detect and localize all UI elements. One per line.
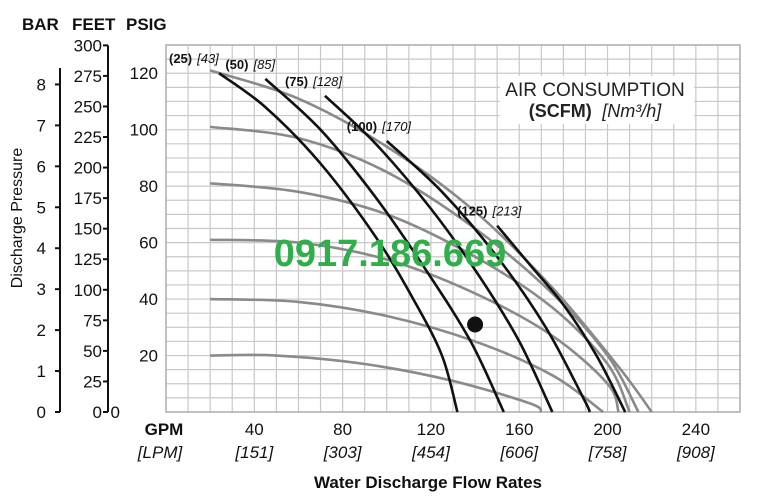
phone-watermark: 0917.186.669 bbox=[274, 233, 506, 275]
air-consumption-unit-nm3h: [Nm³/h] bbox=[601, 101, 662, 121]
pressure-curve bbox=[209, 69, 653, 413]
air-curve bbox=[218, 72, 459, 413]
bar-scale: 0 1 2 3 4 5 6 7 8 bbox=[37, 68, 61, 422]
feet-tick-label: 150 bbox=[74, 220, 102, 239]
air-consumption-title: AIR CONSUMPTION bbox=[505, 80, 684, 101]
psig-tick-label: 20 bbox=[139, 347, 158, 366]
feet-tick-label: 300 bbox=[74, 36, 102, 55]
x-tick-lpm: [758] bbox=[588, 443, 628, 462]
plot-border bbox=[165, 44, 741, 413]
psig-tick-label: 80 bbox=[139, 177, 158, 196]
psig-scale: 20 40 60 80 100 120 bbox=[130, 64, 158, 365]
air-curve-label: (50) [85] bbox=[225, 57, 275, 72]
feet-tick-label: 25 bbox=[83, 372, 102, 391]
air-curve-label-scfm: (50) bbox=[225, 57, 248, 72]
feet-scale: 0 25 50 75 100 125 150 175 200 225 250 275 300 bbox=[74, 36, 109, 422]
feet-axis-header: FEET bbox=[72, 15, 116, 34]
x-axis-ticks: 40 [151] 80 [303] 120 [454] 160 [606] 200 [758] 24… bbox=[234, 420, 716, 462]
psig-tick-label: 40 bbox=[139, 290, 158, 309]
x-axis-label: Water Discharge Flow Rates bbox=[314, 473, 542, 492]
bar-tick-label: 1 bbox=[37, 362, 46, 381]
air-curve bbox=[324, 94, 554, 413]
feet-tick-label: 50 bbox=[83, 342, 102, 361]
bar-tick-label: 0 bbox=[37, 403, 46, 422]
x-tick-gpm: 40 bbox=[245, 420, 264, 439]
feet-tick-label: 200 bbox=[74, 159, 102, 178]
bar-tick-label: 5 bbox=[37, 198, 46, 217]
x-tick-lpm: [454] bbox=[411, 443, 451, 462]
x-tick-lpm: [303] bbox=[323, 443, 363, 462]
air-consumption-subtitle: (SCFM) [Nm³/h] bbox=[529, 101, 662, 121]
feet-tick-label: 275 bbox=[74, 67, 102, 86]
air-curve-label-scfm: (125) bbox=[457, 204, 487, 219]
x-tick-gpm: 200 bbox=[593, 420, 621, 439]
psig-axis-header: PSIG bbox=[126, 15, 167, 34]
air-curve-label: (75) [128] bbox=[285, 74, 342, 89]
x-tick-lpm: [908] bbox=[676, 443, 716, 462]
feet-tick-label: 250 bbox=[74, 97, 102, 116]
feet-tick-label: 125 bbox=[74, 250, 102, 269]
feet-tick-label: 100 bbox=[74, 281, 102, 300]
feet-tick-label: 175 bbox=[74, 189, 102, 208]
x-unit-lpm: [LPM] bbox=[137, 443, 184, 462]
bar-tick-label: 3 bbox=[37, 280, 46, 299]
x-tick-gpm: 160 bbox=[505, 420, 533, 439]
x-tick-gpm: 80 bbox=[333, 420, 352, 439]
pressure-curve bbox=[210, 182, 631, 413]
air-curve-label-nm3h: [128] bbox=[312, 74, 342, 89]
grid bbox=[165, 44, 741, 413]
bar-tick-label: 6 bbox=[37, 157, 46, 176]
x-tick-lpm: [606] bbox=[499, 443, 539, 462]
x-unit-gpm: GPM bbox=[145, 420, 184, 439]
air-curve-label-nm3h: [170] bbox=[381, 119, 411, 134]
psig-tick-zero: 0 bbox=[111, 403, 120, 422]
x-tick-gpm: 240 bbox=[682, 420, 710, 439]
air-curve-label: (125) [213] bbox=[457, 204, 522, 219]
bar-tick-label: 8 bbox=[37, 75, 46, 94]
air-curve-label: (100) [170] bbox=[347, 119, 412, 134]
air-curve-label-scfm: (75) bbox=[285, 74, 308, 89]
feet-tick-label: 0 bbox=[93, 403, 102, 422]
air-curve-label-nm3h: [213] bbox=[492, 204, 522, 219]
air-curve bbox=[385, 140, 592, 413]
air-consumption-curves bbox=[218, 72, 627, 413]
psig-tick-label: 120 bbox=[130, 64, 158, 83]
air-curve bbox=[496, 224, 627, 413]
air-curve-label: (25) [43] bbox=[169, 51, 219, 66]
x-tick-lpm: [151] bbox=[234, 443, 274, 462]
curve-labels: (25) [43] (50) [85] (75) [128] (100) [170] (125)… bbox=[169, 51, 522, 218]
air-curve bbox=[264, 77, 505, 413]
air-consumption-unit-scfm: (SCFM) bbox=[529, 101, 592, 121]
bar-tick-label: 7 bbox=[37, 116, 46, 135]
y-axis-label: Discharge Pressure bbox=[9, 148, 26, 289]
pressure-curve bbox=[210, 353, 543, 414]
bar-axis-header: BAR bbox=[22, 15, 59, 34]
operating-point bbox=[467, 316, 484, 333]
psig-tick-label: 60 bbox=[139, 234, 158, 253]
feet-tick-label: 225 bbox=[74, 128, 102, 147]
air-curve-label-scfm: (100) bbox=[347, 119, 377, 134]
psig-tick-label: 100 bbox=[130, 121, 158, 140]
pressure-curve bbox=[210, 297, 604, 414]
bar-tick-label: 2 bbox=[37, 321, 46, 340]
air-consumption-box bbox=[500, 76, 694, 124]
feet-tick-label: 75 bbox=[83, 311, 102, 330]
pressure-curve bbox=[210, 238, 620, 413]
x-tick-gpm: 120 bbox=[417, 420, 445, 439]
air-curve-label-nm3h: [85] bbox=[252, 57, 275, 72]
air-curve-label-nm3h: [43] bbox=[196, 51, 219, 66]
bar-tick-label: 4 bbox=[37, 239, 46, 258]
air-curve-label-scfm: (25) bbox=[169, 51, 192, 66]
